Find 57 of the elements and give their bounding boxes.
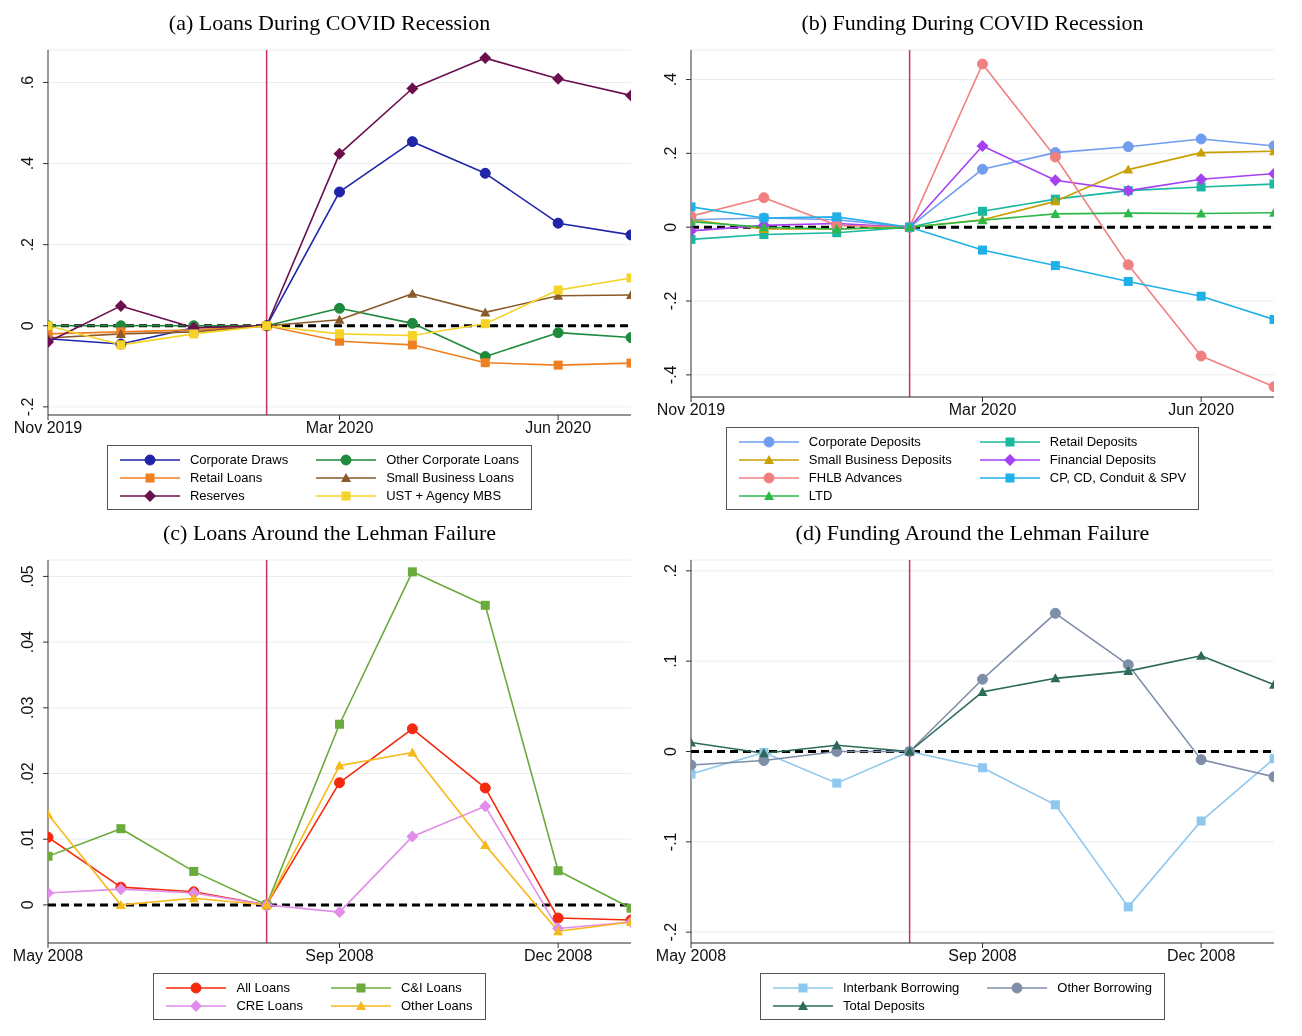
legend-label: All Loans (236, 980, 290, 995)
y-tick-label: .04 (19, 630, 36, 654)
legend-label: Interbank Borrowing (843, 980, 960, 995)
x-tick-label: Nov 2019 (656, 401, 726, 419)
legend-label: Other Corporate Loans (386, 452, 520, 467)
legend-label: Reserves (189, 488, 245, 503)
x-tick-label: Sep 2008 (948, 947, 1017, 965)
y-tick-label: 0 (662, 222, 679, 232)
x-tick-label: Jun 2020 (525, 419, 592, 437)
chart-title: (d) Funding Around the Lehman Failure (795, 520, 1150, 546)
x-tick-label: Nov 2019 (13, 419, 83, 437)
x-tick-label: Sep 2008 (305, 947, 374, 965)
x-tick-label: Dec 2008 (523, 947, 593, 965)
y-tick-label: .2 (662, 564, 679, 578)
x-tick-label: Mar 2020 (305, 419, 374, 437)
y-tick-label: 0 (19, 900, 36, 910)
legend-label: UST + Agency MBS (386, 488, 502, 503)
x-tick-label: Dec 2008 (1166, 947, 1236, 965)
legend-label: Retail Loans (189, 470, 263, 485)
legend-label: Small Business Loans (386, 470, 515, 485)
legend-label: CRE Loans (236, 998, 303, 1013)
y-tick-label: .4 (19, 156, 36, 171)
y-tick-label: .2 (19, 237, 36, 252)
y-tick-label: .01 (19, 827, 36, 851)
x-tick-label: Mar 2020 (948, 401, 1017, 419)
legend-label: Small Business Deposits (808, 452, 952, 467)
chart-title: (a) Loans During COVID Recession (168, 10, 491, 36)
x-tick-label: May 2008 (12, 947, 84, 965)
x-tick-label: Jun 2020 (1168, 401, 1235, 419)
legend-label: Retail Deposits (1049, 434, 1138, 449)
legend-label: Other Borrowing (1057, 980, 1152, 995)
legend-label: FHLB Advances (808, 470, 903, 485)
y-tick-label: .4 (662, 72, 679, 87)
chart-title: (b) Funding During COVID Recession (801, 10, 1144, 36)
y-tick-label: -.2 (662, 291, 679, 311)
y-tick-label: 0 (662, 746, 679, 756)
legend-label: LTD (808, 488, 833, 503)
legend-label: Corporate Draws (189, 452, 289, 467)
y-tick-label: .05 (19, 565, 36, 588)
x-tick-label: May 2008 (655, 947, 727, 965)
y-tick-label: .03 (19, 696, 36, 719)
y-tick-label: .2 (662, 146, 679, 161)
y-tick-label: -.1 (662, 832, 679, 852)
y-tick-label: -.2 (19, 397, 36, 417)
legend-label: Total Deposits (843, 998, 925, 1013)
y-tick-label: .6 (19, 75, 36, 90)
chart-title: (c) Loans Around the Lehman Failure (163, 520, 496, 546)
y-tick-label: 0 (19, 321, 36, 331)
y-tick-label: -.2 (662, 922, 679, 942)
legend-label: Corporate Deposits (808, 434, 921, 449)
legend-label: C&I Loans (400, 980, 462, 995)
legend-label: CP, CD, Conduit & SPV (1049, 470, 1187, 485)
y-tick-label: .02 (19, 762, 36, 785)
y-tick-label: -.4 (662, 365, 679, 385)
legend-label: Financial Deposits (1049, 452, 1157, 467)
y-tick-label: .1 (662, 654, 679, 668)
legend-label: Other Loans (400, 998, 473, 1013)
